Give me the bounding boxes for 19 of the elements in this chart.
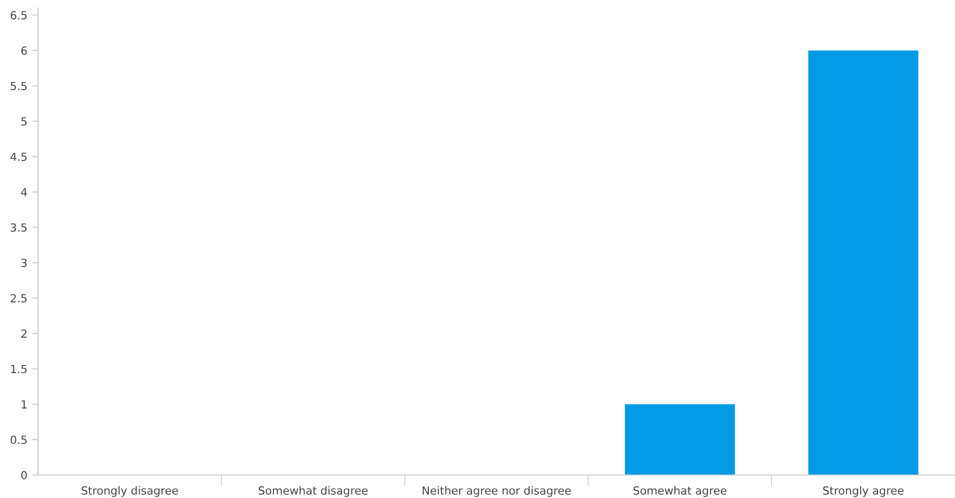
y-tick-label: 4.5 <box>10 152 27 161</box>
x-tick-label: Somewhat agree <box>634 486 726 497</box>
y-tick-label: 3 <box>21 258 27 268</box>
y-tick-label: 4 <box>21 188 27 196</box>
y-tick-label: 6 <box>21 46 27 55</box>
y-tick-label: 5 <box>21 117 27 126</box>
y-tick-label: 1 <box>22 400 27 408</box>
x-tick-label: Strongly disagree <box>82 486 178 497</box>
y-tick-label: 0 <box>21 470 27 480</box>
y-tick-label: 3.5 <box>10 223 27 232</box>
y-tick-label: 5.5 <box>10 82 27 90</box>
x-tick-label: Somewhat disagree <box>258 486 368 497</box>
y-tick-label: 2.5 <box>10 294 27 302</box>
y-tick-label: 1.5 <box>11 364 27 374</box>
x-tick-label: Neither agree nor disagree <box>422 486 571 497</box>
x-tick-label: Strongly agree <box>823 486 904 497</box>
y-tick-label: 6.5 <box>10 11 27 20</box>
y-tick-label: 0.5 <box>10 436 27 444</box>
y-tick-label: 2 <box>21 329 26 338</box>
